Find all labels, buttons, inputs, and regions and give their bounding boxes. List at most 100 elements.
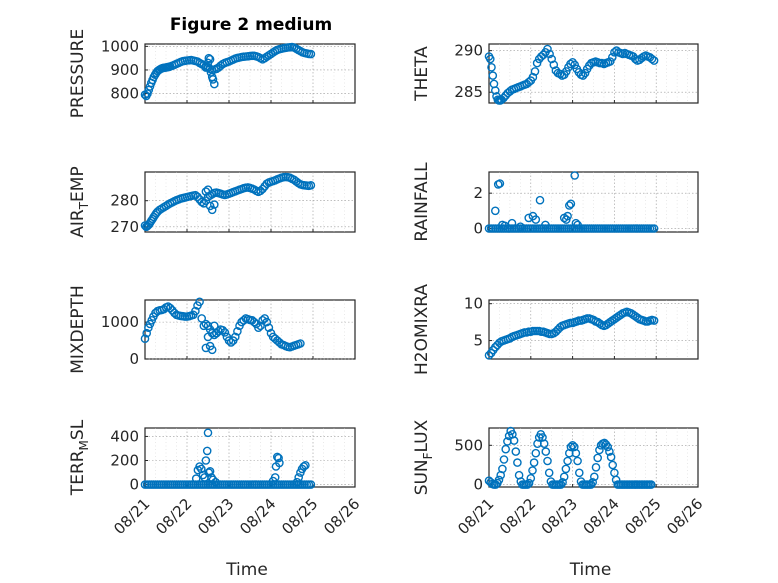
data-point [485, 54, 495, 64]
data-point [212, 328, 221, 338]
data-point [208, 475, 218, 485]
data-point [488, 71, 498, 80]
data-point [230, 332, 240, 342]
data-point [195, 462, 204, 471]
y-tick-label: 0 [473, 476, 483, 494]
y-tick-label: 10 [464, 295, 483, 313]
series-points [484, 426, 656, 489]
y-axis-label: MIXDEPTH [68, 285, 88, 374]
data-point [531, 215, 541, 224]
data-point [573, 220, 582, 230]
data-point [195, 297, 204, 307]
panel-air_temp: 270 280 AIRTEMP [68, 166, 356, 238]
data-point [197, 314, 206, 323]
panel-theta: 285 290 THETA [412, 42, 699, 105]
data-point [580, 68, 590, 78]
data-point [571, 218, 581, 228]
data-point [541, 220, 550, 230]
data-point [191, 306, 200, 316]
data-point [601, 440, 611, 449]
data-point [563, 211, 572, 221]
y-tick-label: 2 [473, 184, 483, 202]
data-point [201, 456, 211, 465]
data-point [566, 59, 575, 69]
data-point [296, 339, 305, 348]
data-point [203, 428, 213, 438]
data-point [212, 64, 221, 74]
data-point [566, 442, 576, 452]
data-point [561, 464, 571, 474]
data-point [239, 315, 248, 325]
data-point [494, 475, 504, 485]
data-point [201, 187, 211, 196]
data-point [578, 71, 588, 80]
data-point [264, 323, 274, 333]
data-point [196, 464, 206, 474]
data-point [306, 480, 316, 489]
y-axis-label: PRESSURE [68, 29, 88, 118]
data-point [528, 72, 538, 82]
y-tick-label: 290 [454, 42, 483, 60]
axes-box [488, 43, 699, 104]
data-point [142, 328, 151, 338]
series-points [484, 307, 659, 360]
data-point [301, 460, 310, 470]
data-point [566, 199, 576, 209]
data-point [528, 466, 537, 475]
data-point [565, 201, 574, 210]
y-tick-label: 0 [473, 219, 483, 237]
data-point [199, 321, 209, 331]
data-point [631, 54, 640, 64]
data-point [209, 200, 219, 209]
y-tick-label: 500 [454, 436, 483, 454]
series-points [140, 428, 316, 489]
data-point [556, 480, 566, 489]
axes-box [144, 299, 356, 360]
data-point [608, 460, 618, 470]
data-point [509, 436, 519, 445]
data-point [275, 338, 284, 347]
data-point [211, 477, 220, 487]
data-point [570, 171, 580, 180]
y-tick-label: 0 [129, 476, 139, 494]
data-point [530, 67, 540, 76]
data-point [299, 462, 309, 471]
data-point [201, 63, 211, 72]
y-tick-label: 280 [110, 192, 139, 210]
x-axis-label: Time [225, 560, 268, 580]
y-axis-label: THETA [412, 46, 432, 102]
series-points [140, 42, 316, 101]
panel-mixdepth: 0 1000 MIXDEPTH [68, 285, 356, 374]
data-point [262, 317, 272, 327]
data-point [258, 315, 267, 325]
data-point [612, 46, 621, 55]
series-points [140, 297, 305, 355]
data-point [500, 221, 510, 231]
data-point [535, 195, 545, 205]
panel-pressure: 800 900 1000 PRESSURE [68, 29, 356, 118]
data-point [543, 44, 552, 54]
data-point [531, 448, 541, 458]
data-point [568, 58, 577, 67]
data-point [570, 60, 580, 70]
data-point [608, 53, 617, 62]
axes-box [144, 427, 356, 488]
data-point [193, 57, 202, 66]
data-point [209, 321, 219, 331]
y-tick-label: 0 [129, 350, 139, 368]
data-point [610, 48, 619, 57]
data-point [513, 458, 522, 467]
data-point [208, 75, 218, 84]
data-point [205, 466, 215, 476]
data-point [207, 205, 217, 215]
data-point [646, 480, 656, 489]
data-point [603, 442, 613, 452]
data-point [539, 439, 549, 449]
data-point [499, 455, 509, 464]
data-point [193, 192, 202, 202]
data-point [590, 472, 599, 482]
data-point [501, 444, 511, 454]
y-axis-label: TERRMSL [68, 419, 91, 496]
series-points [140, 172, 316, 232]
data-point [549, 60, 559, 70]
